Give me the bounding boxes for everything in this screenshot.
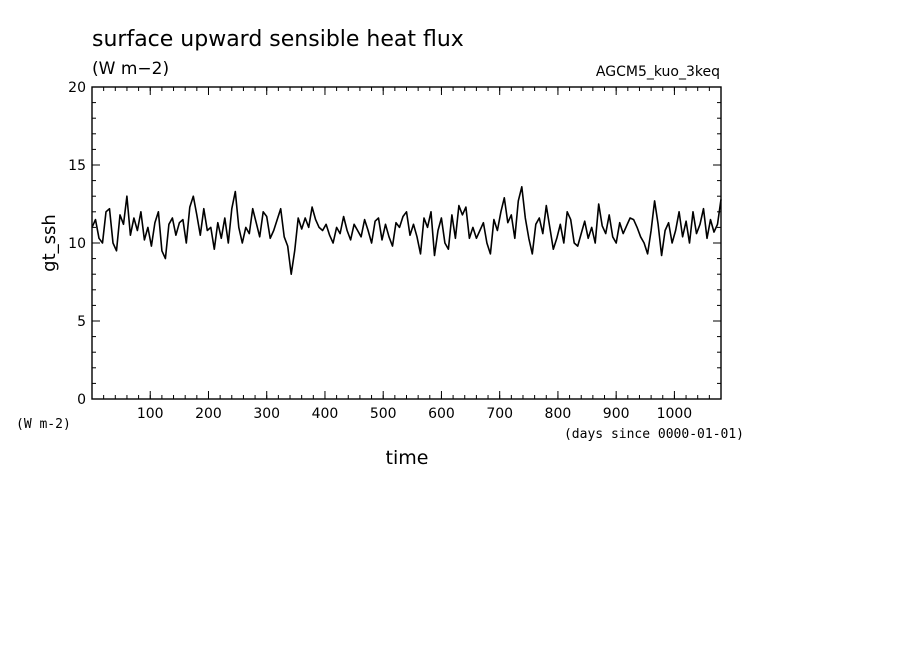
x-tick-label: 200 [195, 406, 222, 422]
x-tick-label: 1000 [657, 406, 693, 422]
y-tick-label: 10 [68, 236, 86, 252]
plot-frame [91, 86, 722, 400]
x-tick-label: 800 [545, 406, 572, 422]
y-tick-label: 20 [68, 80, 86, 96]
y-tick-label: 0 [77, 392, 86, 408]
x-tick-label: 600 [428, 406, 455, 422]
axis-ticks [92, 86, 721, 400]
chart-title: surface upward sensible heat flux [92, 27, 464, 52]
y-tick-label: 5 [77, 314, 86, 330]
x-tick-label: 300 [253, 406, 280, 422]
x-axis-units: (days since 0000-01-01) [564, 427, 744, 442]
x-axis-label: time [386, 447, 429, 469]
x-tick-label: 500 [370, 406, 397, 422]
x-tick-label: 700 [486, 406, 513, 422]
y-tick-label: 15 [68, 158, 86, 174]
x-tick-label: 100 [137, 406, 164, 422]
y-axis-label: gt_ssh [39, 214, 60, 272]
axis-tick-labels: 100 200 300 400 500 600 700 800 900 1000 0 5 10 15 20 [68, 80, 692, 422]
x-tick-label: 400 [312, 406, 339, 422]
title-units: (W m−2) [92, 59, 169, 79]
y-axis-units: (W m-2) [16, 417, 71, 432]
experiment-label: AGCM5_kuo_3keq [596, 64, 720, 80]
x-tick-label: 900 [603, 406, 630, 422]
series-line [91, 186, 722, 275]
